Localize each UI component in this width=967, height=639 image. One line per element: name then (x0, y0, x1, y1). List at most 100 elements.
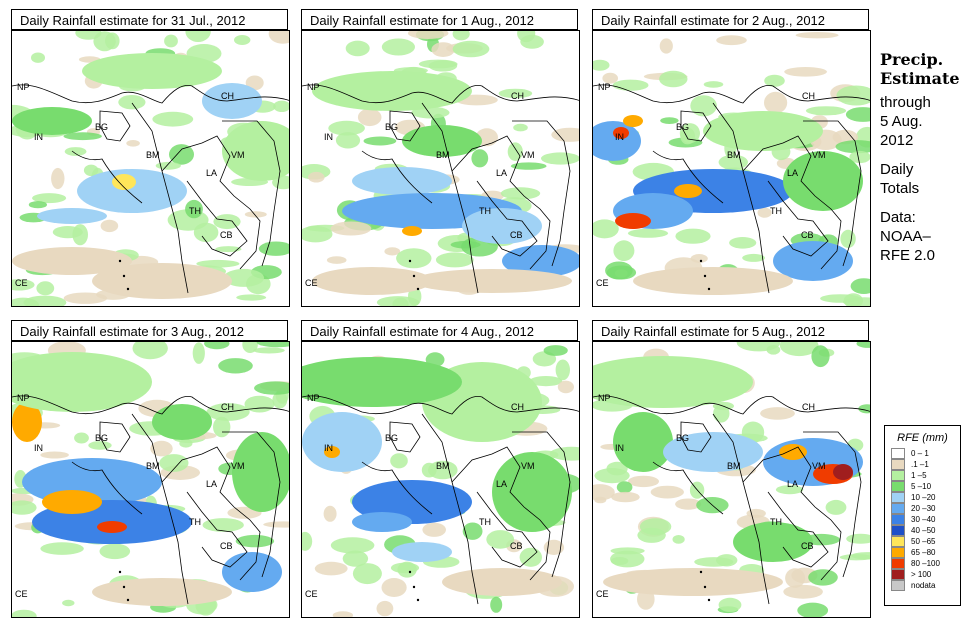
rain-area (779, 444, 807, 460)
country-label-bm: BM (727, 150, 741, 160)
rain-speckle (99, 543, 131, 560)
country-label-in: IN (324, 132, 333, 142)
country-label-ce: CE (596, 278, 609, 288)
rainfall-map: NP CH IN BG BM VM LA TH CB CE (592, 30, 871, 307)
country-label-bm: BM (727, 461, 741, 471)
rain-speckle (263, 521, 289, 528)
island-dot (412, 585, 416, 589)
rain-area (833, 464, 853, 480)
rain-speckle (490, 596, 503, 613)
rain-speckle (51, 167, 65, 190)
map-graphic (593, 342, 870, 617)
legend-item: 10 –20 (891, 492, 960, 503)
country-label-ch: CH (511, 91, 524, 101)
legend-swatch (891, 558, 905, 569)
rain-speckle (551, 127, 579, 142)
legend-label: 40 –50 (911, 526, 936, 535)
rain-area (12, 107, 92, 135)
rain-speckle (345, 40, 370, 57)
country-label-la: LA (787, 479, 799, 489)
country-label-vm: VM (521, 150, 535, 160)
legend-item: 80 –100 (891, 558, 960, 569)
country-label-in: IN (324, 443, 333, 453)
rain-speckle (736, 342, 781, 352)
rain-speckle (273, 100, 289, 112)
legend-swatch (891, 525, 905, 536)
rain-speckle (335, 132, 361, 149)
rain-area (462, 208, 542, 244)
map-graphic (593, 32, 870, 306)
rain-speckle (694, 557, 734, 567)
rain-speckle (498, 88, 533, 99)
rain-speckle (541, 152, 579, 165)
rain-speckle (507, 142, 523, 161)
rain-speckle (718, 154, 748, 170)
rain-area (324, 446, 340, 458)
legend-swatch (891, 569, 905, 580)
rain-area (302, 412, 382, 472)
rain-speckle (236, 294, 267, 301)
rain-area (613, 127, 629, 139)
rainfall-map: NP CH IN BG BM VM LA TH CB CE (11, 341, 290, 618)
heading-line-1: Precip. (880, 50, 944, 69)
country-label-in: IN (34, 443, 43, 453)
panel-title: Daily Rainfall estimate for 5 Aug., 2012 (592, 320, 869, 341)
rain-speckle (462, 522, 483, 540)
panel-title: Daily Rainfall estimate for 2 Aug., 2012 (592, 9, 869, 30)
rain-speckle (612, 79, 649, 91)
rain-speckle (308, 171, 325, 183)
rain-speckle (326, 256, 347, 264)
rain-speckle (850, 278, 870, 294)
country-label-vm: VM (231, 461, 245, 471)
legend-item: 1 –5 (891, 470, 960, 481)
rain-speckle (602, 72, 618, 84)
rain-speckle (83, 164, 99, 176)
legend-label: 20 –30 (911, 504, 936, 513)
country-label-cb: CB (510, 230, 523, 240)
rain-speckle (268, 31, 289, 44)
rain-speckle (363, 136, 397, 146)
rain-speckle (28, 201, 47, 209)
rain-speckle (742, 253, 765, 262)
country-label-ch: CH (802, 402, 815, 412)
country-label-th: TH (479, 517, 491, 527)
rain-speckle (332, 611, 354, 617)
rain-area (232, 432, 289, 512)
country-label-bg: BG (95, 433, 109, 443)
rain-speckle (314, 561, 348, 576)
rain-speckle (169, 144, 194, 165)
country-borders (302, 395, 579, 605)
legend-swatch (891, 459, 905, 470)
country-label-cb: CB (220, 230, 233, 240)
rain-speckle (784, 67, 827, 77)
country-label-la: LA (787, 168, 799, 178)
legend-label: 50 –65 (911, 537, 936, 546)
data-label: Data: (880, 209, 916, 226)
country-label-vm: VM (231, 150, 245, 160)
rain-speckle (52, 226, 83, 239)
rain-speckle (431, 42, 455, 57)
rain-speckle (520, 34, 544, 49)
rain-speckle (690, 95, 717, 117)
rain-speckle (825, 499, 847, 515)
country-label-np: NP (307, 82, 320, 92)
island-dot (703, 585, 707, 589)
rain-speckle (390, 453, 408, 469)
rain-speckle (639, 518, 672, 535)
map-panel-3-aug: Daily Rainfall estimate for 3 Aug., 2012… (11, 320, 290, 618)
rain-speckle (421, 462, 437, 478)
rain-speckle (302, 531, 313, 551)
rain-speckle (783, 584, 823, 599)
rain-speckle (679, 123, 700, 144)
map-panel-2-aug: Daily Rainfall estimate for 2 Aug., 2012… (592, 9, 871, 307)
island-dot (126, 598, 130, 602)
rain-speckle (510, 162, 547, 170)
island-dot (122, 274, 126, 278)
rain-speckle (100, 219, 119, 233)
legend-label: 1 –5 (911, 471, 927, 480)
rain-speckle (376, 600, 394, 617)
rain-speckle (452, 31, 470, 41)
map-panel-5-aug: Daily Rainfall estimate for 5 Aug., 2012… (592, 320, 871, 618)
legend-item: 50 –65 (891, 536, 960, 547)
rain-area (733, 522, 813, 562)
